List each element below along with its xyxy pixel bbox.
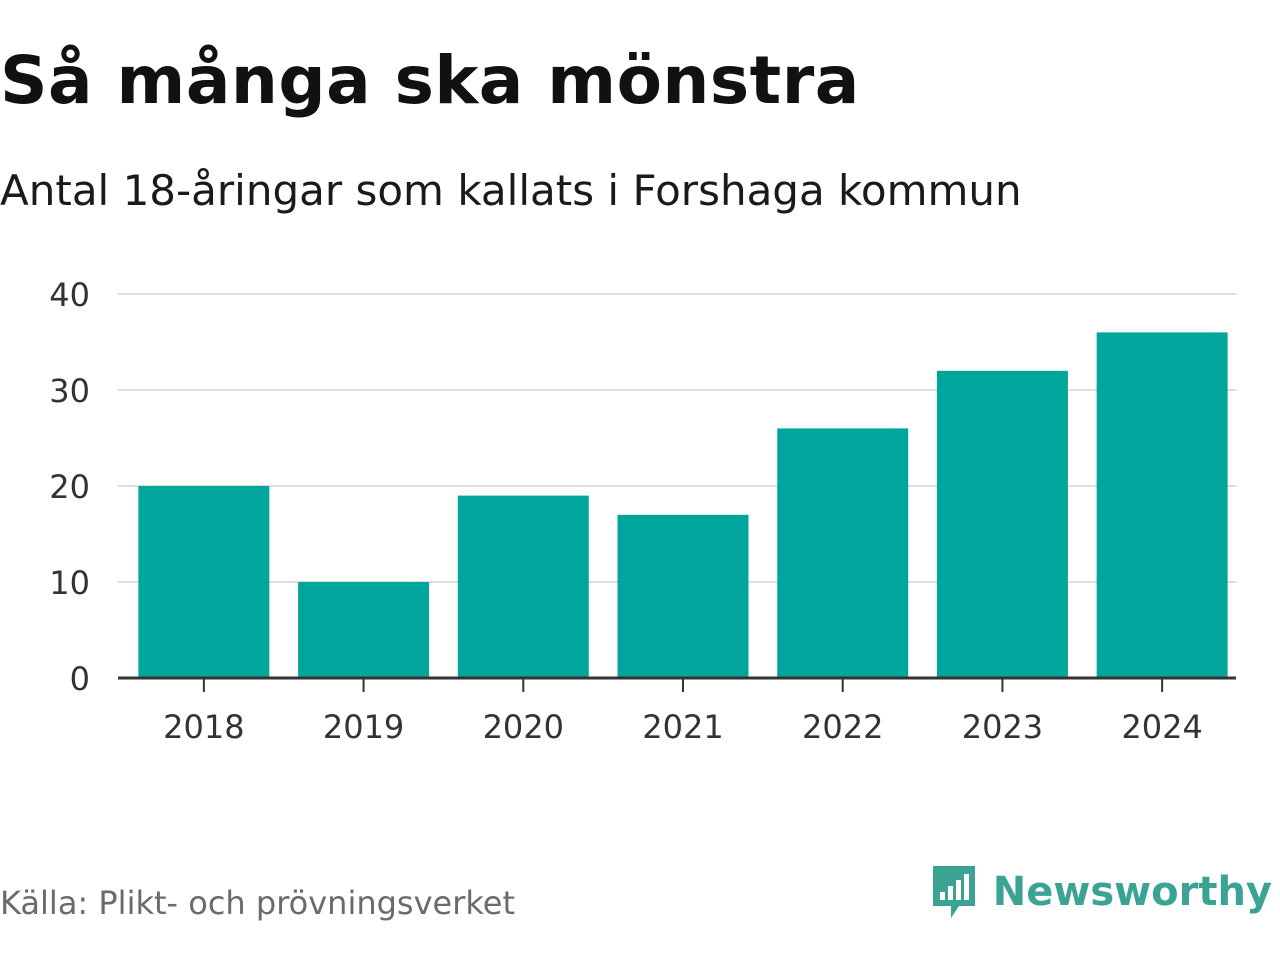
bar-2019 [298, 582, 430, 678]
x-tick-label: 2020 [483, 708, 564, 746]
brand-logo: Newsworthy [929, 862, 1272, 922]
x-tick-label: 2018 [163, 708, 244, 746]
bar-2020 [457, 495, 589, 678]
bar-2022 [777, 428, 909, 678]
x-tick-label: 2024 [1121, 708, 1202, 746]
y-tick-label: 0 [70, 660, 90, 698]
y-tick-label: 10 [49, 564, 90, 602]
x-tick-label: 2019 [323, 708, 404, 746]
x-tick-label: 2021 [642, 708, 723, 746]
bar-2024 [1096, 332, 1228, 678]
x-tick-label: 2023 [962, 708, 1043, 746]
newsworthy-logo-icon [932, 866, 975, 918]
source-note: Källa: Plikt- och prövningsverket [0, 884, 515, 922]
y-tick-label: 30 [49, 372, 90, 410]
bar-2021 [617, 514, 749, 678]
brand-name: Newsworthy [992, 869, 1272, 915]
y-tick-label: 20 [49, 468, 90, 506]
bar-2018 [138, 486, 270, 678]
chart-subtitle: Antal 18-åringar som kallats i Forshaga … [0, 166, 1022, 215]
bar-2023 [936, 370, 1068, 678]
x-tick-label: 2022 [802, 708, 883, 746]
chart-title: Så många ska mönstra [0, 42, 860, 119]
y-tick-label: 40 [49, 276, 90, 314]
